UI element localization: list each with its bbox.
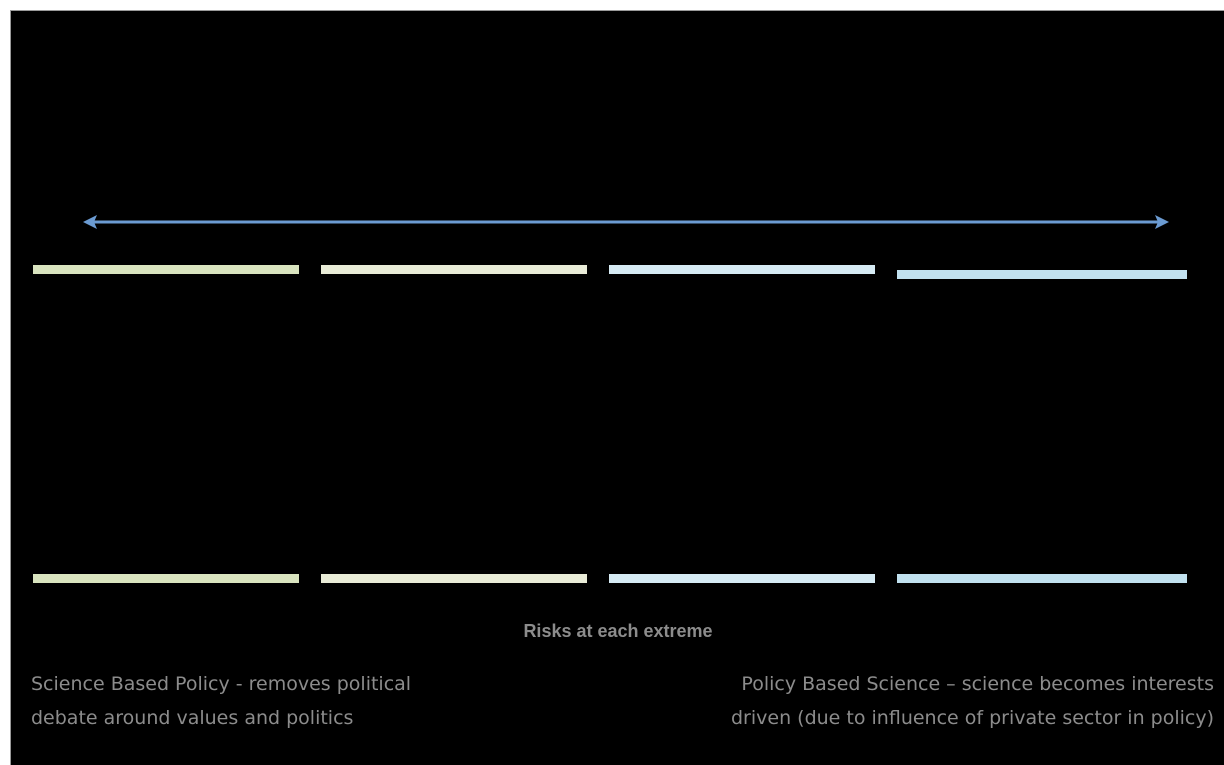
risk-policy-based-science: Policy Based Science – science becomes i… [731,667,1214,735]
top-bar-1 [33,265,299,274]
risk-science-based-policy: Science Based Policy - removes political… [31,667,411,735]
top-bar-3 [609,265,875,274]
risk-left-line-2: debate around values and politics [31,707,354,729]
risk-right-line-1: Policy Based Science – science becomes i… [741,673,1214,695]
risk-right-line-2: driven (due to influence of private sect… [731,707,1214,729]
bottom-bar-2 [321,574,587,583]
bottom-bar-4 [897,574,1187,583]
diagram-canvas: Risks at each extreme Science Based Poli… [10,10,1224,765]
bottom-bar-3 [609,574,875,583]
double-headed-arrow-icon [83,215,1169,229]
risk-left-line-1: Science Based Policy - removes political [31,673,412,695]
risks-heading: Risks at each extreme [523,621,713,641]
bottom-bar-1 [33,574,299,583]
top-bar-4 [897,270,1187,279]
top-bar-2 [321,265,587,274]
